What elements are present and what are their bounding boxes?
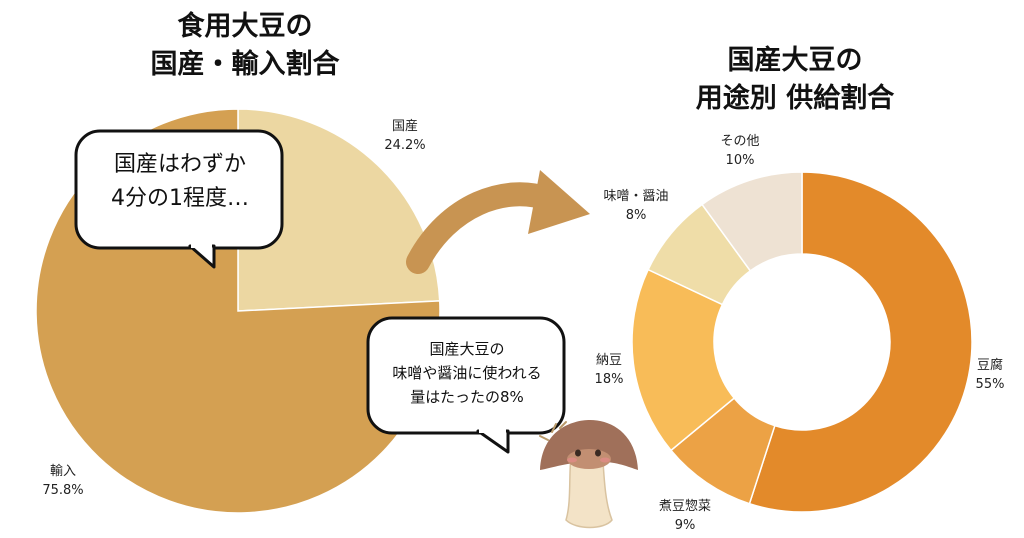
usage-donut-slice-0 <box>748 171 973 513</box>
slice-label-nimame-name: 煮豆惣菜 <box>658 499 711 514</box>
arrow-head-icon <box>528 170 590 234</box>
slice-label-nimame: 煮豆惣菜 9% <box>640 497 730 535</box>
speech-bubble-2-line3: 量はたったの8% <box>410 388 524 406</box>
usage-donut-slice-2 <box>631 268 736 452</box>
speech-bubble-2 <box>366 316 566 454</box>
slice-label-miso: 味噌・醤油 8% <box>596 187 676 225</box>
usage-donut-slice-4 <box>701 171 803 272</box>
slice-label-miso-name: 味噌・醤油 <box>603 189 669 204</box>
donut-chart-usage <box>631 171 973 513</box>
speech-bubble-1-text: 国産はわずか 4分の1程度… <box>80 148 280 216</box>
slice-label-other-name: その他 <box>720 134 760 149</box>
speech-bubble-2-line2: 味噌や醤油に使われる <box>392 364 542 382</box>
mushroom-character-icon <box>539 420 638 529</box>
chart-title-right: 国産大豆の 用途別 供給割合 <box>650 42 940 118</box>
slice-label-domestic-name: 国産 <box>391 119 418 134</box>
import-pie-slice-0 <box>237 108 441 312</box>
chart-title-left-line2: 国産・輸入割合 <box>150 49 340 80</box>
chart-title-right-line1: 国産大豆の <box>727 45 863 76</box>
slice-label-tofu-name: 豆腐 <box>976 358 1003 373</box>
speech-bubble-1-line2: 4分の1程度… <box>111 186 249 211</box>
chart-title-left-line1: 食用大豆の <box>177 11 313 42</box>
slice-label-miso-value: 8% <box>625 208 647 223</box>
slice-label-tofu: 豆腐 55% <box>962 356 1018 394</box>
speech-bubble-1-line1: 国産はわずか <box>113 152 246 177</box>
chart-title-right-line2: 用途別 供給割合 <box>695 83 895 114</box>
slice-label-import-value: 75.8% <box>42 483 84 498</box>
speech-bubble-2-text: 国産大豆の 味噌や醤油に使われる 量はたったの8% <box>372 337 562 409</box>
slice-label-domestic: 国産 24.2% <box>370 117 440 155</box>
slice-label-other-value: 10% <box>725 153 755 168</box>
slice-label-tofu-value: 55% <box>975 377 1005 392</box>
speech-bubble-2-line1: 国産大豆の <box>429 340 505 358</box>
speech-bubble-1 <box>74 129 284 269</box>
slice-label-natto-name: 納豆 <box>595 353 622 368</box>
arrow-icon <box>406 182 560 274</box>
slice-label-import-name: 輸入 <box>49 464 76 479</box>
slice-label-natto: 納豆 18% <box>584 351 634 389</box>
chart-title-left: 食用大豆の 国産・輸入割合 <box>95 8 395 84</box>
slice-label-natto-value: 18% <box>594 372 624 387</box>
slice-label-domestic-value: 24.2% <box>384 138 426 153</box>
slice-label-nimame-value: 9% <box>674 518 696 533</box>
slice-label-import: 輸入 75.8% <box>28 462 98 500</box>
slice-label-other: その他 10% <box>706 132 774 170</box>
